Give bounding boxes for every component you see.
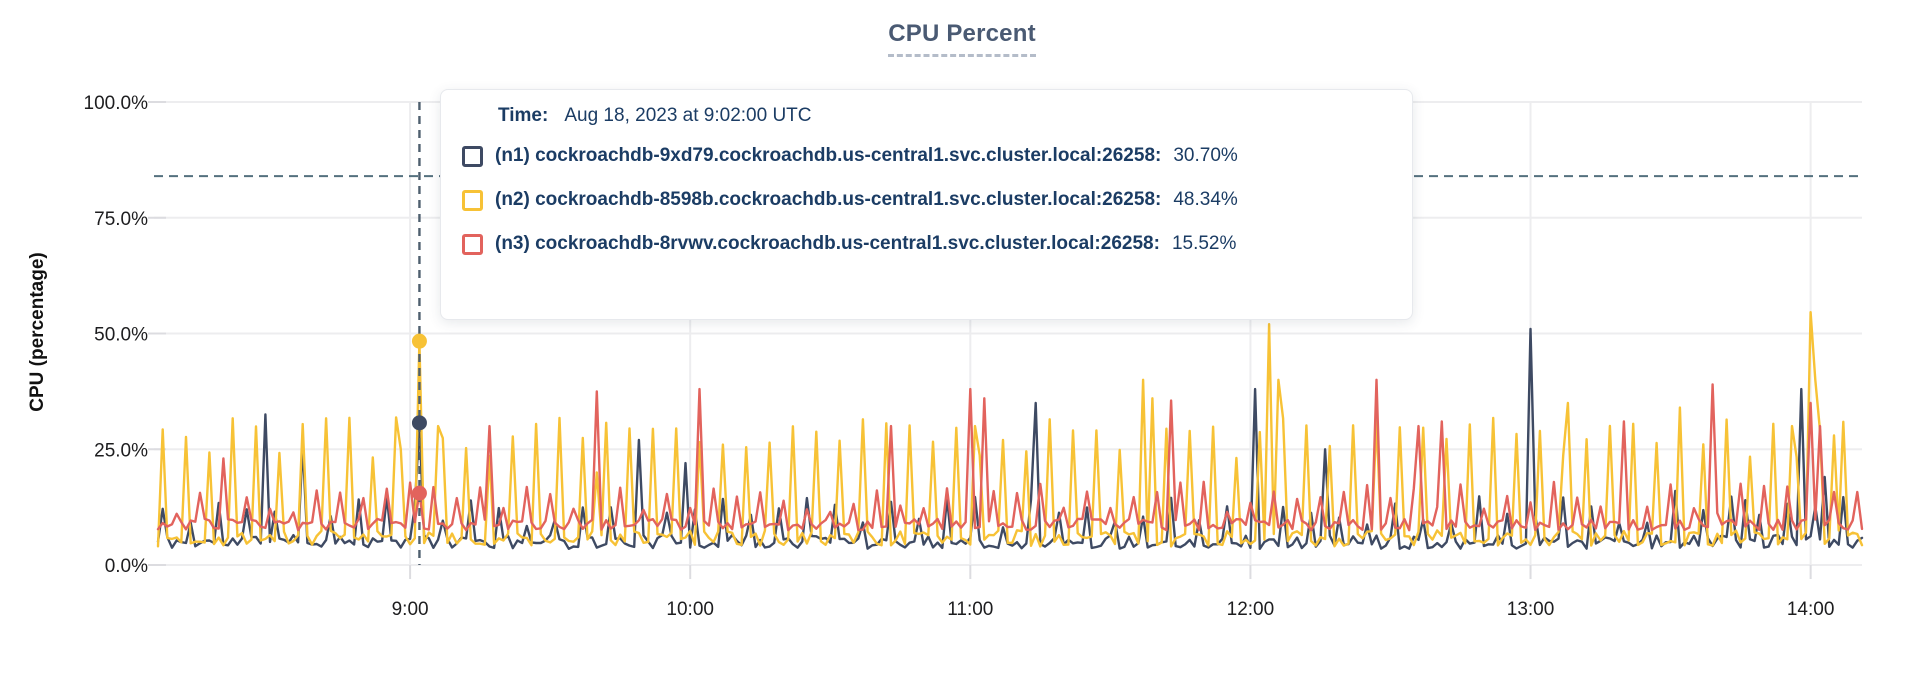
tooltip-time-value: Aug 18, 2023 at 9:02:00 UTC xyxy=(564,105,812,126)
y-tick-label: 50.0% xyxy=(94,325,148,346)
series-n3-value: 15.52% xyxy=(1171,233,1237,254)
series-n2-swatch-icon xyxy=(462,189,483,211)
hover-marker-n1 xyxy=(411,415,427,431)
y-tick-label: 25.0% xyxy=(94,440,148,461)
hover-marker-n3 xyxy=(411,485,427,501)
tooltip-series-row-n1: (n1) cockroachdb-9xd79.cockroachdb.us-ce… xyxy=(462,134,1388,178)
x-tick-label: 9:00 xyxy=(392,599,429,620)
series-n3-swatch-icon xyxy=(462,233,483,255)
series-n1-swatch-icon xyxy=(462,145,483,167)
x-tick-label: 12:00 xyxy=(1227,599,1275,620)
x-tick-label: 10:00 xyxy=(666,599,714,620)
series-n2-value: 48.34% xyxy=(1173,189,1238,210)
y-tick-label: 75.0% xyxy=(94,209,148,230)
gridlines: 0.0% 25.0% 50.0% 75.0% 100.0% 9:00 10:00 11:00 1… xyxy=(84,93,1862,620)
y-tick-label: 100.0% xyxy=(84,93,149,114)
series-n1-label: (n1) cockroachdb-9xd79.cockroachdb.us-ce… xyxy=(495,145,1162,166)
tooltip-time-row: Time: Aug 18, 2023 at 9:02:00 UTC xyxy=(498,98,1388,134)
tooltip-time-label: Time: xyxy=(498,105,549,126)
series-line-n3 xyxy=(156,378,1864,532)
hover-marker-n2 xyxy=(411,333,427,349)
hover-tooltip: Time: Aug 18, 2023 at 9:02:00 UTC (n1) c… xyxy=(440,89,1413,320)
series-n2-label: (n2) cockroachdb-8598b.cockroachdb.us-ce… xyxy=(495,189,1162,210)
x-tick-label: 11:00 xyxy=(947,599,993,620)
x-tick-label: 13:00 xyxy=(1507,599,1555,620)
chart-title[interactable]: CPU Percent xyxy=(888,20,1036,57)
series-n1-value: 30.70% xyxy=(1173,145,1238,166)
y-tick-label: 0.0% xyxy=(105,556,148,577)
y-axis-title: CPU (percentage) xyxy=(27,252,48,412)
series-line-n2 xyxy=(156,311,1864,548)
x-tick-label: 14:00 xyxy=(1787,599,1835,620)
tooltip-series-row-n3: (n3) cockroachdb-8rvwv.cockroachdb.us-ce… xyxy=(462,222,1388,266)
chart-title-row: CPU Percent xyxy=(0,20,1924,57)
tooltip-series-row-n2: (n2) cockroachdb-8598b.cockroachdb.us-ce… xyxy=(462,178,1388,222)
series-n3-label: (n3) cockroachdb-8rvwv.cockroachdb.us-ce… xyxy=(495,233,1160,254)
